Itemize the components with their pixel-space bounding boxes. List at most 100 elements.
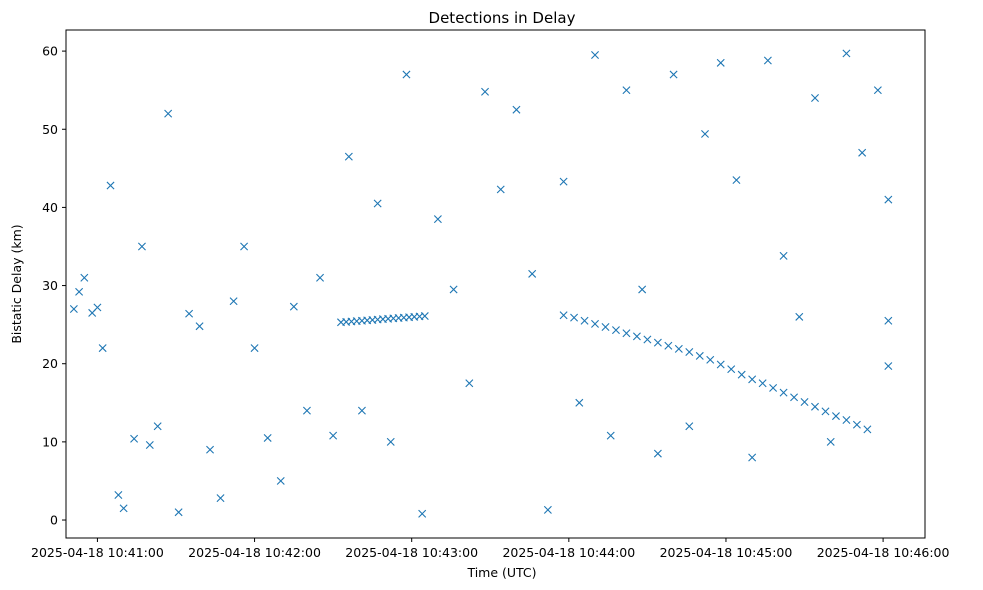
data-point [779, 251, 788, 260]
data-point [606, 431, 615, 440]
data-point [858, 148, 867, 157]
data-point [706, 355, 715, 364]
data-point [732, 176, 741, 185]
data-point [842, 49, 851, 58]
data-point [601, 322, 610, 331]
data-point [575, 398, 584, 407]
data-point [559, 177, 568, 186]
y-tick-label: 60 [42, 44, 58, 59]
y-axis: 0 10 20 30 40 50 60 [42, 44, 66, 528]
data-point [240, 242, 249, 251]
data-point [873, 86, 882, 95]
data-point [632, 332, 641, 341]
data-point [884, 362, 893, 371]
data-point [643, 335, 652, 344]
data-point [800, 398, 809, 407]
data-point [685, 348, 694, 356]
data-point [185, 309, 194, 318]
data-point [386, 437, 395, 446]
data-point [276, 476, 285, 485]
data-point [316, 273, 325, 282]
chart-title: Detections in Delay [429, 9, 576, 27]
data-point [622, 329, 631, 338]
data-point [263, 433, 272, 442]
data-point [580, 316, 589, 325]
y-axis-label: Bistatic Delay (km) [9, 224, 24, 343]
x-tick-label: 2025-04-18 10:42:00 [188, 545, 321, 560]
data-point [289, 302, 298, 311]
x-tick-label: 2025-04-18 10:46:00 [817, 545, 950, 560]
data-point [622, 86, 631, 95]
data-point [842, 415, 851, 424]
data-point [779, 388, 788, 397]
data-point [69, 305, 78, 313]
data-point [373, 199, 382, 208]
data-point [669, 70, 678, 79]
data-point [559, 311, 568, 320]
data-point [75, 287, 84, 296]
data-point [512, 105, 521, 114]
data-point [543, 505, 552, 514]
data-point [195, 322, 204, 331]
data-point [433, 215, 442, 224]
data-point [106, 181, 115, 190]
data-point [821, 407, 830, 416]
data-point [811, 94, 819, 102]
data-point [420, 312, 429, 321]
data-point [302, 406, 311, 415]
y-tick-label: 40 [42, 200, 58, 215]
data-point [357, 406, 366, 415]
data-point [716, 58, 725, 67]
y-tick-label: 20 [42, 356, 58, 371]
data-point [737, 370, 746, 379]
data-point [98, 344, 107, 353]
x-axis-label: Time (UTC) [466, 565, 536, 580]
data-point [528, 269, 537, 278]
data-point [449, 285, 458, 294]
data-point [685, 422, 694, 431]
y-tick-label: 10 [42, 434, 58, 449]
data-point [496, 185, 505, 194]
data-point [114, 491, 123, 500]
data-point [80, 273, 89, 282]
x-tick-label: 2025-04-18 10:41:00 [31, 545, 164, 560]
data-point [229, 297, 238, 306]
data-point [831, 412, 840, 421]
data-point [701, 129, 710, 138]
scatter-points [69, 49, 893, 518]
y-tick-label: 50 [42, 122, 58, 137]
data-point [790, 393, 799, 402]
data-point [826, 437, 835, 446]
x-axis: 2025-04-18 10:41:00 2025-04-18 10:42:00 20… [31, 538, 950, 560]
data-point [329, 431, 338, 440]
data-point [884, 316, 893, 325]
data-point [863, 425, 872, 434]
data-point [481, 87, 490, 96]
data-point [611, 326, 620, 335]
data-point [727, 365, 736, 374]
data-point [344, 152, 353, 161]
data-point [250, 344, 259, 353]
y-tick-label: 0 [50, 513, 58, 528]
data-point [695, 351, 704, 360]
data-point [130, 434, 139, 443]
data-point [748, 453, 757, 462]
plot-area [65, 29, 926, 539]
data-point [418, 509, 427, 518]
data-point [852, 420, 861, 429]
data-point [153, 422, 162, 431]
data-point [763, 56, 772, 65]
data-point [769, 383, 778, 392]
data-point [93, 303, 102, 312]
data-point [119, 504, 128, 513]
y-tick-label: 30 [42, 278, 58, 293]
data-point [174, 508, 183, 517]
data-point [674, 344, 683, 353]
data-point [591, 51, 600, 59]
data-point [164, 109, 173, 118]
data-point [884, 195, 893, 204]
data-point [145, 441, 154, 449]
data-point [811, 402, 819, 411]
data-point [402, 70, 411, 79]
